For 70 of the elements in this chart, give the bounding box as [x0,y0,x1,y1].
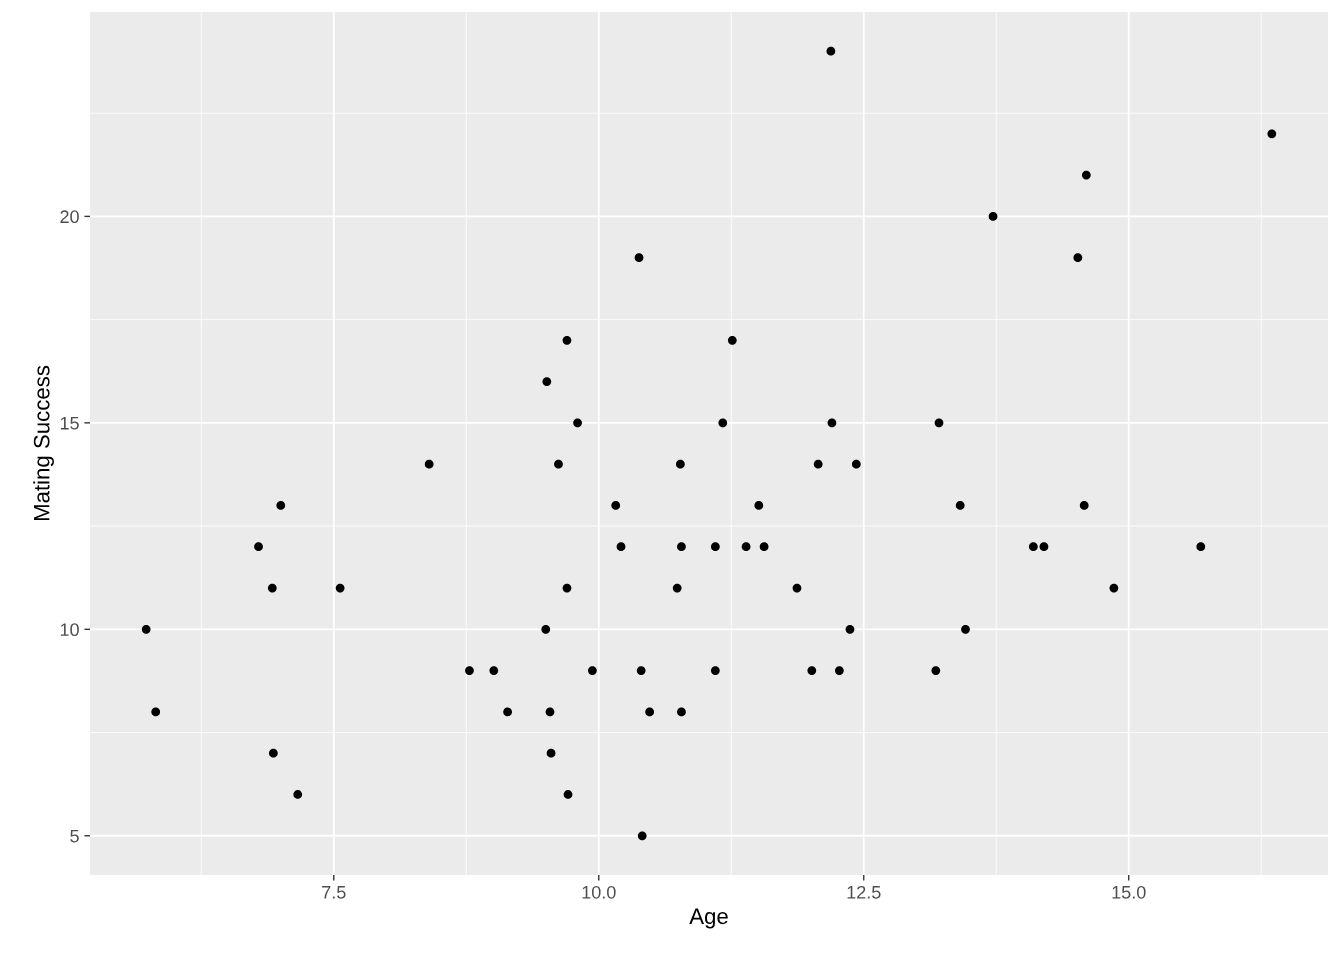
point [813,459,823,469]
point [851,459,861,469]
point [141,624,151,634]
point [335,583,345,593]
point [1039,542,1049,552]
point [961,624,970,634]
point [562,335,572,345]
y-tick-label: 10 [60,623,79,637]
point [727,335,737,345]
point [677,542,686,552]
point [293,790,303,799]
point [675,459,685,469]
y-tick-label: 5 [70,829,79,843]
x-tick-label: 12.5 [847,885,881,899]
point [988,212,998,221]
point [541,624,551,634]
point [554,459,563,469]
point [276,501,286,510]
point [1196,542,1206,552]
point [634,253,644,263]
point [1079,501,1089,510]
point [718,418,728,428]
y-tick-label: 20 [60,210,79,224]
point [792,583,802,593]
point [934,418,944,428]
point [1109,583,1119,593]
x-tick-label: 15.0 [1112,885,1146,899]
x-tick-label: 10.0 [582,885,616,899]
point [542,377,552,386]
point [845,624,855,634]
point [545,707,555,717]
point [834,666,844,675]
point [254,542,263,552]
point [1081,170,1091,180]
point [826,46,836,56]
point [672,583,682,593]
point [563,790,573,799]
point [645,707,655,717]
point [827,418,837,428]
point [1267,129,1277,139]
point [931,666,941,675]
point [546,748,556,758]
point [268,748,278,758]
point [807,666,817,675]
point [1073,253,1083,263]
y-axis-title: Mating Success [33,365,54,521]
point [710,542,720,552]
x-axis-title: Age [689,908,728,929]
point [573,418,582,428]
point [636,666,646,675]
point [741,542,751,552]
point [611,501,621,510]
point [955,501,965,510]
point [562,583,572,593]
point [710,666,720,675]
point [503,707,512,717]
point [637,831,647,841]
point [677,707,686,717]
point [465,666,474,675]
point [1028,542,1038,552]
point [588,666,597,675]
point [489,666,499,675]
y-tick-label: 15 [60,416,79,430]
point [759,542,769,552]
point [151,707,161,717]
point [267,583,277,593]
x-tick-label: 7.5 [322,886,346,899]
point [424,459,434,469]
point [754,501,764,510]
point [616,542,626,552]
